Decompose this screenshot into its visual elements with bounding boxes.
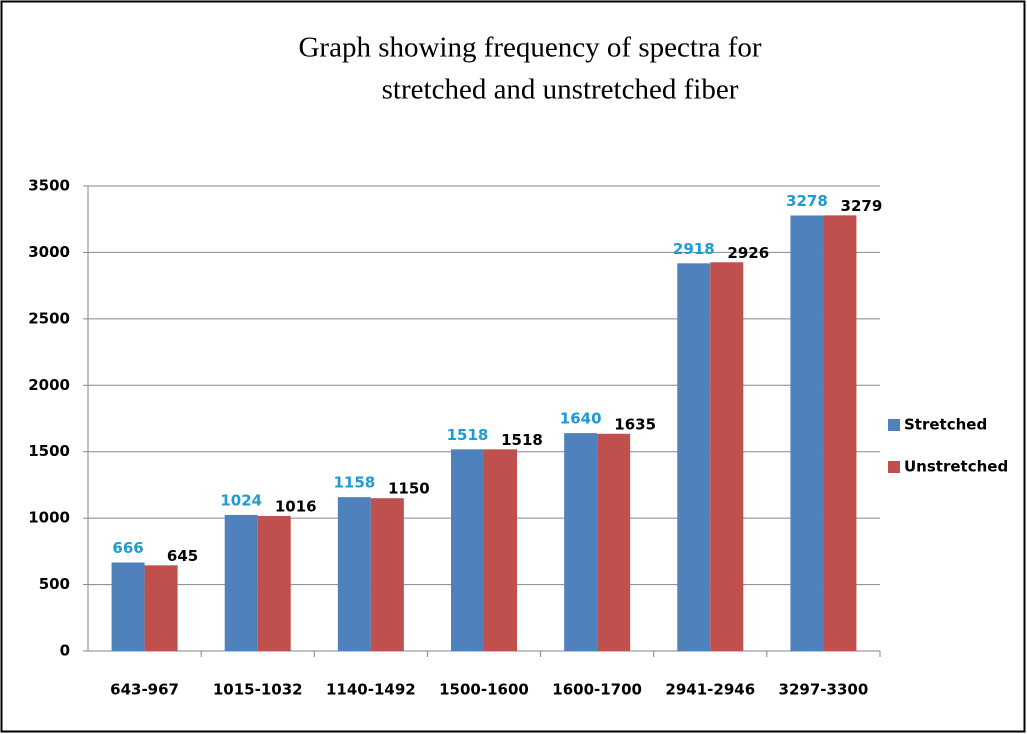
y-tick-label: 2500 (28, 309, 70, 327)
y-tick-label: 1500 (28, 442, 70, 460)
y-tick-label: 3000 (28, 243, 70, 261)
bar (257, 516, 291, 651)
value-label: 1024 (220, 491, 262, 509)
x-tick-label: 1140-1492 (326, 681, 416, 699)
bar (677, 263, 711, 651)
value-label: 1635 (614, 415, 656, 433)
legend-label: Stretched (904, 416, 987, 434)
y-tick-label: 1000 (28, 509, 70, 527)
value-label: 1518 (447, 426, 489, 444)
x-tick-label: 643-967 (110, 681, 179, 699)
y-tick-label: 500 (39, 575, 70, 593)
value-label: 3278 (786, 192, 828, 210)
bar (823, 215, 857, 651)
value-label: 666 (112, 539, 143, 557)
bar (337, 497, 371, 651)
legend-label: Unstretched (904, 458, 1008, 476)
legend-swatch (888, 461, 900, 473)
value-label: 1150 (388, 480, 430, 498)
bar (597, 433, 631, 651)
bar (451, 449, 484, 651)
chart-title: stretched and unstretched fiber (382, 74, 739, 106)
bar (144, 565, 178, 651)
value-label: 645 (167, 547, 198, 565)
y-tick-label: 3500 (28, 177, 70, 195)
bar (370, 498, 404, 651)
chart-title: Graph showing frequency of spectra for (298, 32, 761, 64)
value-label: 2918 (673, 240, 715, 258)
x-tick-label: 1015-1032 (213, 681, 303, 699)
value-label: 1640 (560, 410, 602, 428)
legend-swatch (888, 419, 900, 431)
y-tick-label: 0 (60, 642, 70, 660)
x-tick-label: 2941-2946 (665, 681, 755, 699)
value-label: 3279 (841, 197, 883, 215)
bar (111, 562, 145, 651)
value-label: 1518 (501, 431, 543, 449)
y-tick-label: 2000 (28, 376, 70, 394)
x-tick-label: 3297-3300 (779, 681, 869, 699)
value-label: 1016 (275, 498, 317, 516)
x-tick-label: 1500-1600 (439, 681, 529, 699)
value-label: 1158 (333, 474, 375, 492)
bar (224, 514, 258, 651)
value-label: 2926 (727, 244, 769, 262)
x-tick-label: 1600-1700 (552, 681, 642, 699)
bar (790, 215, 824, 651)
bar (564, 433, 598, 651)
bar (484, 449, 517, 651)
bar (710, 262, 744, 651)
